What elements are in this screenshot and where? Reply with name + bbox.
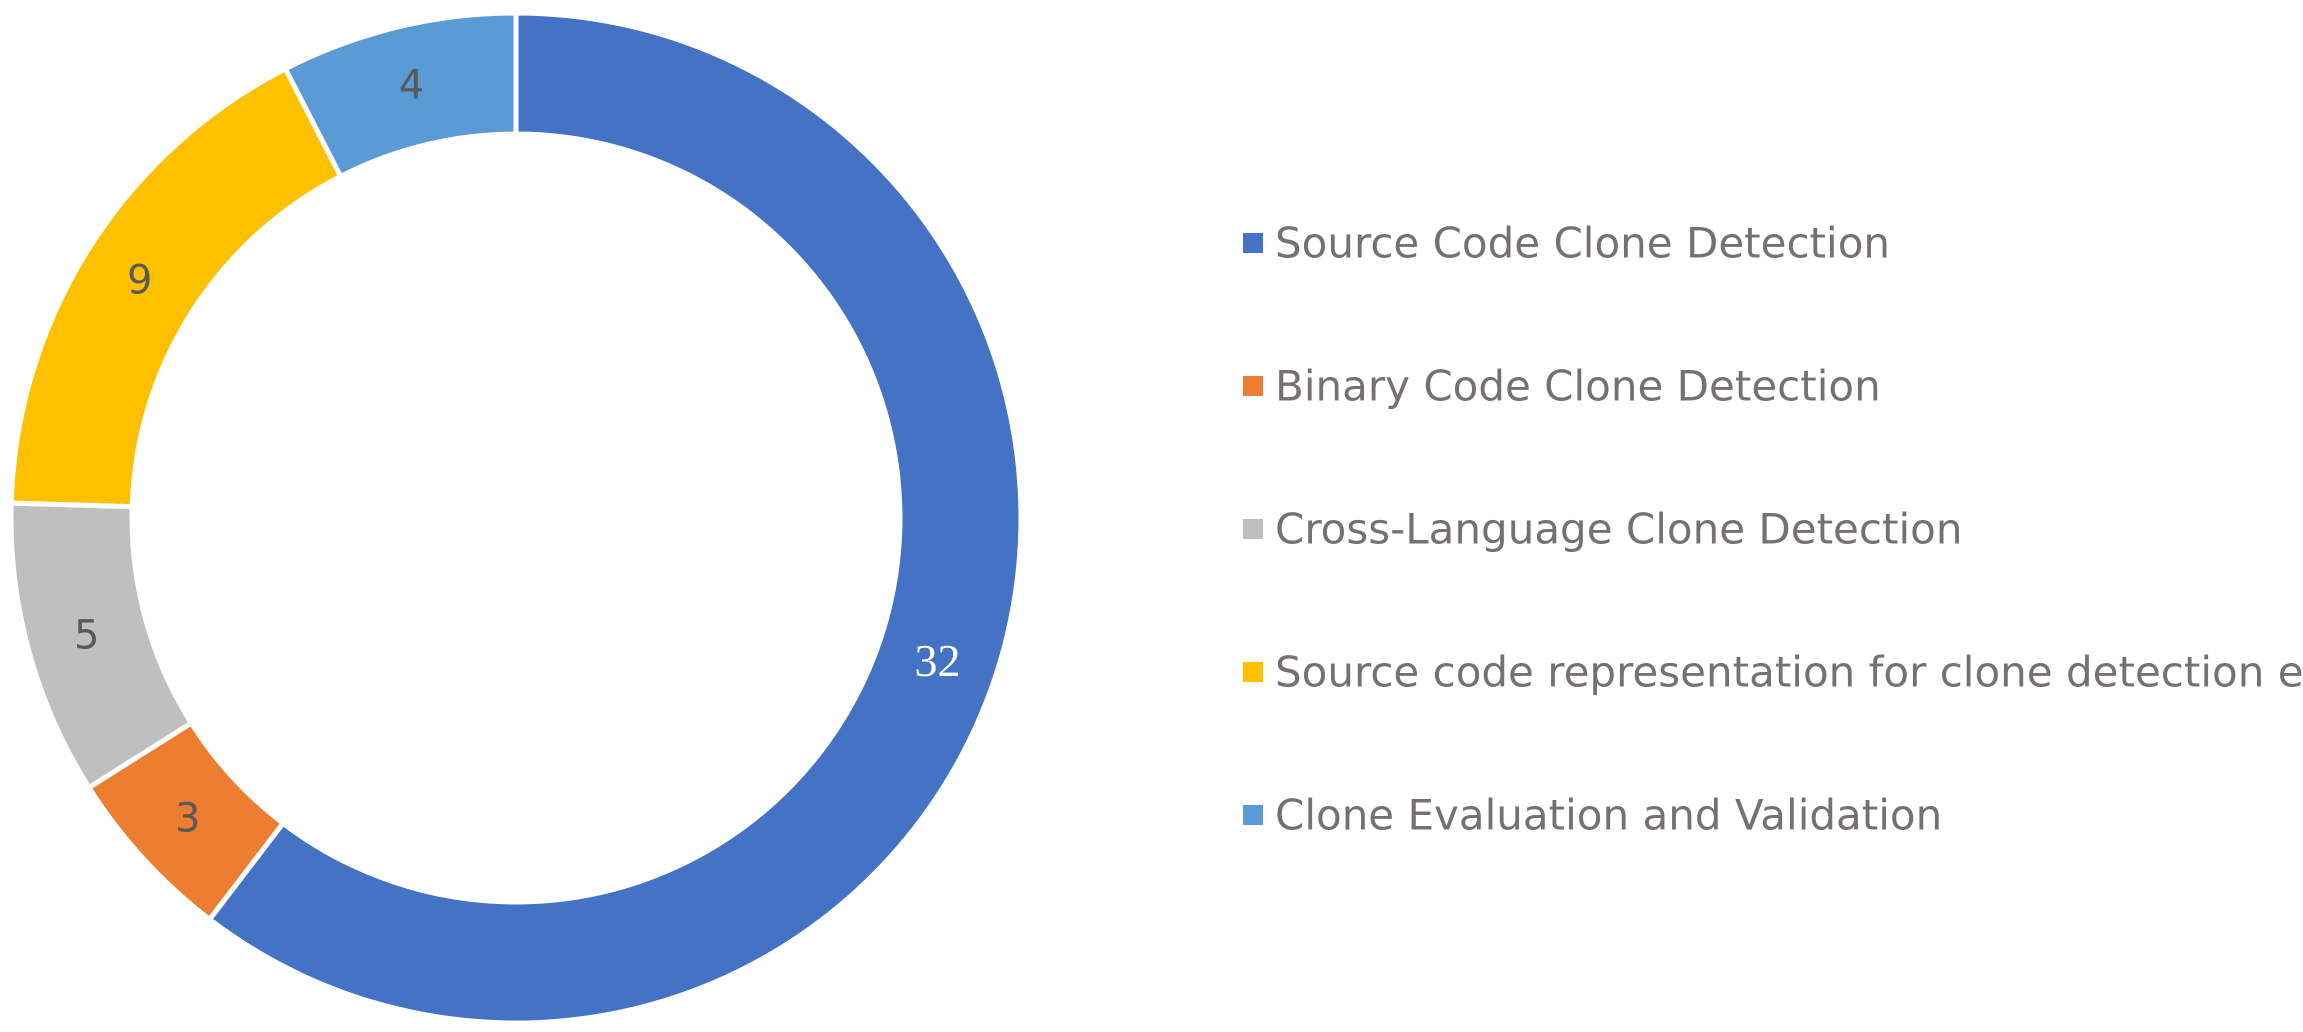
legend-item-source-code-representation-for-clone-detection-etc: Source code representation for clone det… [1243, 648, 2303, 697]
legend-label-binary-code-clone-detection: Binary Code Clone Detection [1275, 362, 1881, 411]
legend-swatch-clone-evaluation-and-validation [1243, 805, 1263, 825]
data-label-binary-code-clone-detection: 3 [175, 795, 200, 841]
legend-swatch-source-code-representation-for-clone-detection-etc [1243, 662, 1263, 682]
doughnut-slices [8, 10, 1024, 1026]
slice-source-code-representation-for-clone-detection-etc [8, 65, 345, 510]
legend-swatch-binary-code-clone-detection [1243, 376, 1263, 396]
legend-swatch-cross-language-clone-detection [1243, 519, 1263, 539]
legend: Source Code Clone Detection Binary Code C… [1243, 219, 2303, 840]
legend-label-cross-language-clone-detection: Cross-Language Clone Detection [1275, 505, 1962, 554]
legend-item-cross-language-clone-detection: Cross-Language Clone Detection [1243, 505, 1962, 554]
legend-label-source-code-representation-for-clone-detection-etc: Source code representation for clone det… [1275, 648, 2303, 697]
data-label-source-code-representation-for-clone-detection-etc: 9 [127, 257, 152, 303]
legend-label-source-code-clone-detection: Source Code Clone Detection [1275, 219, 1890, 268]
data-label-source-code-clone-detection: 32 [915, 635, 961, 686]
data-label-clone-evaluation-and-validation: 4 [399, 62, 424, 108]
legend-label-clone-evaluation-and-validation: Clone Evaluation and Validation [1275, 791, 1942, 840]
doughnut-data-labels: 32 3 5 9 4 [74, 62, 961, 841]
legend-swatch-source-code-clone-detection [1243, 233, 1263, 253]
slice-clone-evaluation-and-validation [282, 10, 519, 180]
slice-source-code-clone-detection [206, 10, 1024, 1026]
legend-item-clone-evaluation-and-validation: Clone Evaluation and Validation [1243, 791, 1942, 840]
legend-item-binary-code-clone-detection: Binary Code Clone Detection [1243, 362, 1881, 411]
data-label-cross-language-clone-detection: 5 [74, 612, 99, 658]
legend-item-source-code-clone-detection: Source Code Clone Detection [1243, 219, 1890, 268]
